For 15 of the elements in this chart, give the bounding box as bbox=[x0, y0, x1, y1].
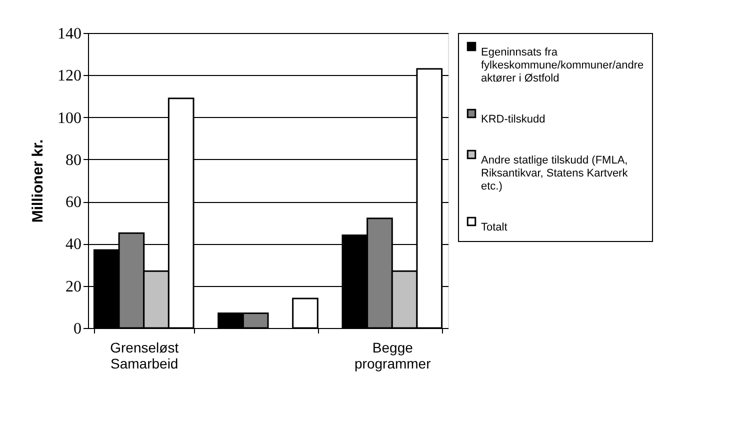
legend-label: Totalt bbox=[481, 222, 508, 234]
y-tick-label: 20 bbox=[66, 278, 82, 296]
legend-label: KRD-tilskudd bbox=[481, 114, 546, 126]
y-tick-label: 60 bbox=[66, 194, 82, 212]
x-tick-label: Begge programmer bbox=[354, 340, 432, 372]
y-tick-label: 40 bbox=[66, 236, 82, 254]
y-tick-label: 120 bbox=[58, 68, 82, 85]
y-axis-title: Millioner kr. bbox=[30, 139, 46, 223]
legend-label: Andre statlige tilskudd (FMLA, Riksantikvar, Statens Kartverk etc.) bbox=[481, 154, 628, 192]
y-tick-label: 80 bbox=[66, 152, 82, 169]
y-tick-label: 0 bbox=[74, 320, 82, 338]
x-tick-label: Grenseløst Samarbeid bbox=[110, 340, 179, 372]
y-tick-label: 140 bbox=[58, 26, 82, 42]
legend-label: Egeninnsats fra fylkeskommune/kommuner/andre aktører i Østfold bbox=[481, 46, 644, 84]
y-tick-label: 100 bbox=[58, 110, 82, 127]
